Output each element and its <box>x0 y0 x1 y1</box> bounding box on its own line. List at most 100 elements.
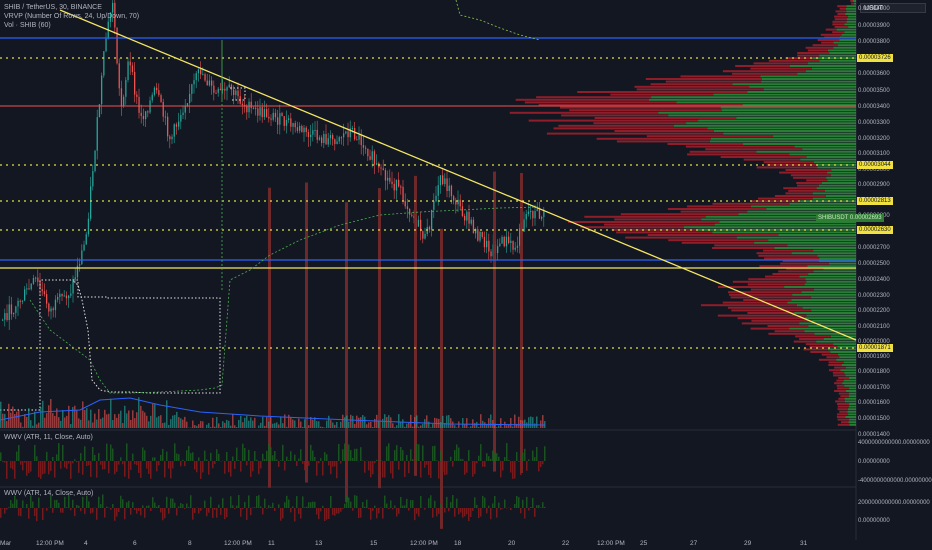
wwv-bar <box>60 461 62 469</box>
wwv-bar <box>146 505 148 508</box>
profile-up-bar <box>844 384 856 387</box>
wwv-bar <box>488 456 490 461</box>
wwv-legend-1[interactable]: WWV (ATR, 11, Close, Auto) <box>4 434 93 441</box>
profile-up-bar <box>701 218 856 221</box>
profile-up-bar <box>713 93 856 96</box>
volume-bar <box>428 421 430 428</box>
volume-bar <box>258 425 260 428</box>
candle-body <box>175 124 178 127</box>
volume-bar <box>270 417 272 428</box>
wwv-bar <box>404 461 406 477</box>
profile-down-bar <box>767 325 809 327</box>
wwv-legend-2[interactable]: WWV (ATR, 14, Close, Auto) <box>4 490 94 497</box>
candle-body <box>134 72 136 95</box>
volume-bar <box>508 424 510 428</box>
price-label: 0.00003400 <box>858 104 890 110</box>
volume-bar <box>166 400 168 428</box>
volume-bar <box>242 422 244 428</box>
wwv-bar <box>458 447 460 461</box>
candle-body <box>466 211 468 221</box>
profile-down-bar <box>832 31 845 34</box>
wwv-bar <box>536 505 538 508</box>
wwv-bar <box>364 506 366 508</box>
wwv-bar <box>230 461 232 477</box>
volume-bar <box>516 423 518 428</box>
wwv-bar <box>56 499 58 508</box>
profile-down-bar <box>836 413 849 416</box>
currency-button[interactable]: USDT <box>860 3 926 13</box>
candle-body <box>360 135 362 146</box>
profile-down-bar <box>768 332 815 335</box>
volume-bar <box>236 427 238 428</box>
profile-up-bar <box>845 13 856 15</box>
volume-bar <box>116 417 118 428</box>
volume-bar <box>44 417 46 428</box>
profile-down-bar <box>720 156 807 158</box>
candle-body <box>490 251 492 257</box>
candle-body <box>439 175 442 186</box>
candle-body <box>228 84 230 88</box>
wwv-bar <box>100 504 102 508</box>
wwv-bar <box>190 453 192 461</box>
candle-body <box>329 135 332 139</box>
wwv-bar <box>120 495 122 508</box>
wwv-bar <box>336 508 338 514</box>
wwv-bar <box>126 502 128 508</box>
profile-up-bar <box>761 80 856 83</box>
candle-body <box>145 111 147 120</box>
volume-bar <box>70 423 72 428</box>
profile-down-bar <box>747 283 805 286</box>
wwv-bar <box>340 461 342 464</box>
candle-body <box>393 183 395 191</box>
profile-down-bar <box>568 221 720 223</box>
wwv-bar <box>524 448 526 461</box>
wwv-bar <box>424 508 426 510</box>
wwv-bar <box>68 494 70 508</box>
wwv-bar <box>184 461 186 467</box>
wwv-bar <box>102 461 104 470</box>
wwv-bar <box>398 461 400 470</box>
profile-up-bar <box>847 15 856 18</box>
profile-up-bar <box>813 249 856 252</box>
candle-body <box>268 116 270 119</box>
profile-up-bar <box>802 148 856 151</box>
wwv-bar <box>94 454 96 461</box>
wwv-bar <box>390 461 392 474</box>
volume-bar <box>122 423 124 428</box>
wwv-pane-2 <box>0 494 546 522</box>
profile-up-bar <box>823 267 856 270</box>
profile-up-bar <box>818 184 856 187</box>
candle-body <box>129 61 131 66</box>
profile-up-bar <box>849 423 856 426</box>
wwv-bar <box>412 459 414 461</box>
profile-up-bar <box>842 382 856 385</box>
wwv-bar <box>38 461 40 478</box>
profile-down-bar <box>797 184 819 187</box>
candle-body <box>290 118 292 127</box>
wwv-bar <box>0 508 2 518</box>
candle-body <box>81 250 83 265</box>
volume-bar <box>214 426 216 428</box>
wwv-bar <box>226 508 228 518</box>
profile-up-bar <box>845 366 856 369</box>
profile-down-bar <box>509 111 659 114</box>
volume-legend[interactable]: Vol · SHIB (60) <box>4 22 51 29</box>
wwv-bar <box>424 461 426 468</box>
candle-body <box>356 139 358 141</box>
volume-bar <box>378 420 380 428</box>
volume-bar <box>308 425 310 428</box>
wwv-bar <box>78 461 80 473</box>
profile-up-bar <box>808 325 856 327</box>
symbol-legend[interactable]: SHIB / TetherUS, 30, BINANCE <box>4 4 102 11</box>
volume-bar <box>418 426 420 428</box>
volume-bar <box>162 423 164 428</box>
wwv-bar <box>218 453 220 461</box>
volume-bar <box>518 416 520 428</box>
wwv-bar <box>198 457 200 461</box>
profile-up-bar <box>853 2 856 5</box>
wwv-bar <box>526 496 528 508</box>
vrvp-legend[interactable]: VRVP (Number Of Rows, 24, Up/Down, 70) <box>4 13 140 20</box>
wwv-bar <box>418 444 420 461</box>
wwv-bar <box>324 508 326 522</box>
